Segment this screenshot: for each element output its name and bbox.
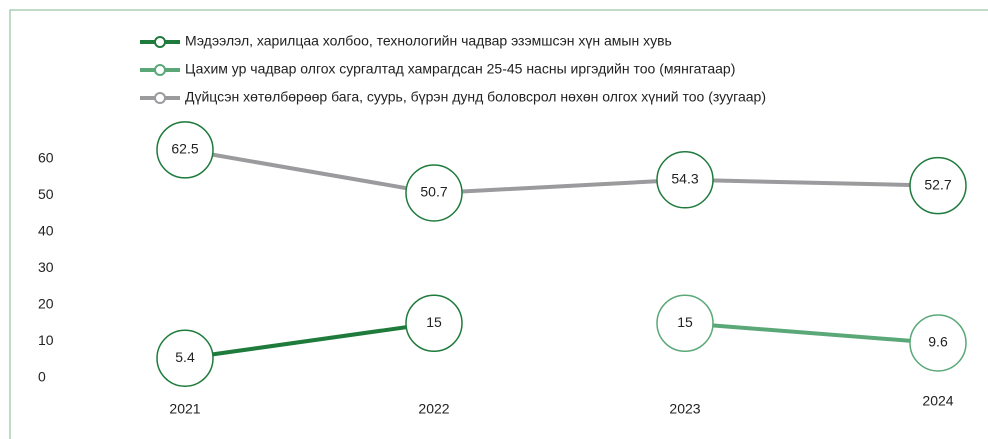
- legend-marker: [154, 36, 166, 48]
- y-tick-label: 0: [38, 369, 46, 385]
- x-tick-label: 2023: [669, 401, 700, 417]
- value-bubble: [656, 294, 714, 352]
- y-tick-label: 40: [38, 223, 54, 239]
- value-bubble: [156, 121, 214, 179]
- series-line: [684, 321, 939, 345]
- legend-label: Мэдээлэл, харилцаа холбоо, технологийн ч…: [185, 33, 672, 49]
- y-tick-label: 20: [38, 296, 54, 312]
- value-label: 9.6: [928, 334, 948, 350]
- y-tick-label: 10: [38, 332, 54, 348]
- legend-marker: [154, 92, 166, 104]
- value-label: 52.7: [924, 176, 951, 192]
- value-bubble: [405, 164, 463, 222]
- value-bubble: [656, 151, 714, 209]
- value-bubble: [909, 156, 967, 215]
- y-tick-label: 30: [38, 259, 54, 275]
- y-tick-label: 50: [38, 186, 54, 202]
- frame: [9, 9, 988, 439]
- series-line: [184, 321, 435, 361]
- legend-marker: [154, 64, 166, 76]
- x-tick-label: 2024: [922, 393, 953, 409]
- series-line: [184, 147, 939, 195]
- value-label: 54.3: [671, 171, 698, 187]
- value-label: 15: [677, 314, 693, 330]
- value-label: 50.7: [420, 184, 447, 200]
- x-tick-label: 2021: [169, 401, 200, 417]
- value-bubble: [909, 314, 967, 372]
- value-bubble: [156, 329, 214, 388]
- x-tick-label: 2022: [418, 401, 449, 417]
- legend-label: Цахим ур чадвар олгох сургалтад хамрагдс…: [185, 61, 735, 77]
- value-label: 62.5: [171, 141, 198, 157]
- value-label: 5.4: [175, 349, 195, 365]
- legend-label: Дүйцсэн хөтөлбөрөөр бага, суурь, бүрэн д…: [185, 89, 766, 105]
- y-tick-label: 60: [38, 150, 54, 166]
- value-bubble: [405, 294, 463, 352]
- value-label: 15: [426, 314, 442, 330]
